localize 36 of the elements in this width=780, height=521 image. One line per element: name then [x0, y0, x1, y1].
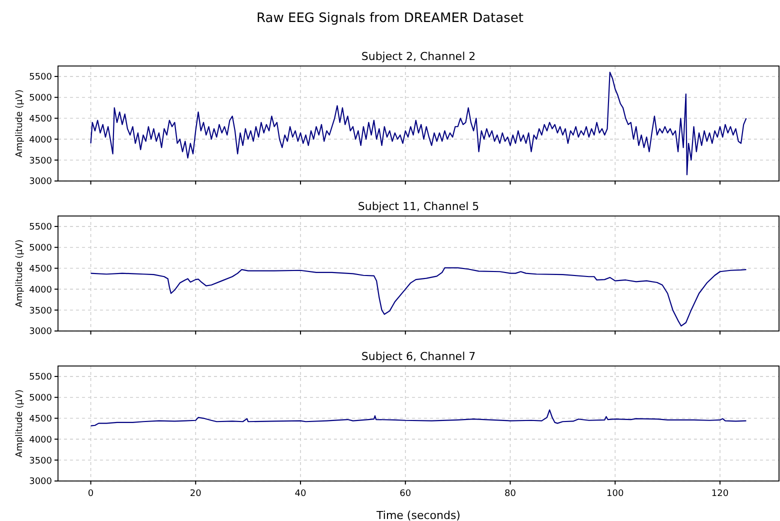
- y-tick-label: 3000: [29, 177, 52, 188]
- y-tick-label: 3000: [29, 477, 52, 488]
- x-tick-label: 60: [400, 489, 412, 499]
- text: Raw EEG Signals from DREAMER Dataset: [256, 11, 524, 26]
- x-tick-label: 120: [711, 489, 729, 499]
- line-series: [90, 267, 747, 327]
- y-tick-label: 5000: [29, 244, 52, 254]
- x-tick-label: 40: [294, 489, 307, 499]
- y-tick-label: 4500: [29, 414, 52, 424]
- y-tick-label: 3500: [29, 306, 52, 316]
- chart-title: Subject 6, Channel 7: [361, 350, 476, 363]
- y-tick-label: 5500: [29, 72, 52, 83]
- x-tick-label: 20: [190, 489, 202, 499]
- y-tick-label: 4500: [29, 114, 52, 124]
- y-axis-title: Amplitude (µV): [15, 240, 25, 308]
- chart-title: Subject 2, Channel 2: [361, 50, 476, 63]
- y-tick-label: 4000: [29, 135, 52, 146]
- y-tick-label: 3000: [29, 327, 52, 338]
- y-tick-label: 4000: [29, 285, 52, 296]
- y-tick-label: 5000: [29, 94, 52, 104]
- y-tick-label: 3500: [29, 156, 52, 166]
- y-tick-label: 5500: [29, 222, 52, 233]
- y-tick-label: 5000: [29, 394, 52, 404]
- y-tick-label: 4500: [29, 264, 52, 274]
- y-tick-label: 4000: [29, 435, 52, 446]
- y-tick-label: 3500: [29, 456, 52, 466]
- x-tick-label: 80: [504, 489, 516, 499]
- x-tick-label: 100: [606, 489, 624, 499]
- x-axis-title: Time (seconds): [376, 509, 460, 521]
- y-axis-title: Amplitude (µV): [15, 390, 25, 458]
- line-series: [90, 72, 747, 176]
- chart-title: Subject 11, Channel 5: [358, 200, 480, 213]
- x-tick-label: 0: [88, 489, 94, 499]
- line-series: [90, 409, 747, 426]
- y-axis-title: Amplitude (µV): [15, 90, 25, 158]
- y-tick-label: 5500: [29, 372, 52, 383]
